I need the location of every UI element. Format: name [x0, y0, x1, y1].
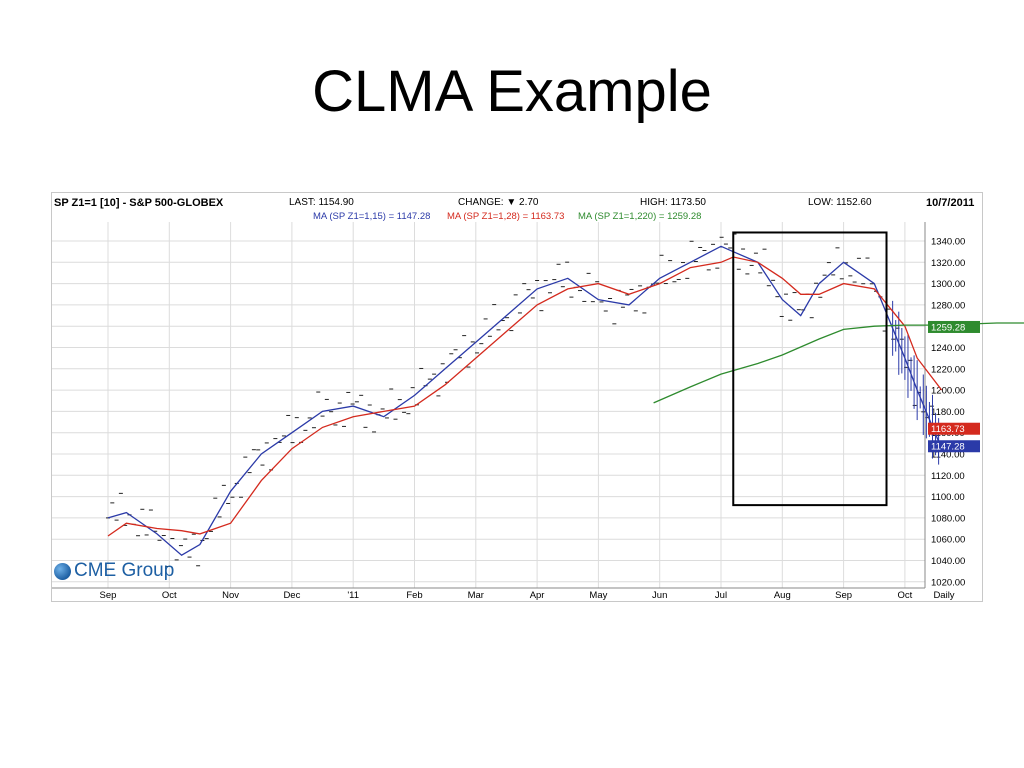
x-tick-label: Sep: [100, 590, 117, 601]
chart-symbol: SP Z1=1 [10] - S&P 500-GLOBEX: [54, 197, 224, 209]
price-tag-box: [928, 440, 980, 453]
series-ma28-line: [107, 256, 943, 537]
x-tick-label: Mar: [468, 590, 484, 601]
price-tag-label: 1259.28: [931, 322, 965, 333]
annotation-box: [732, 231, 888, 507]
price-tag-label: 1147.28: [931, 442, 965, 453]
x-tick-label: Oct: [898, 590, 913, 601]
chart-change: CHANGE: ▼ 2.70: [458, 197, 539, 208]
chart-high: HIGH: 1173.50: [640, 197, 706, 208]
y-tick-label: 1060.00: [931, 535, 965, 546]
x-tick-label: Daily: [933, 590, 954, 601]
price-tag-box: [928, 422, 980, 435]
cme-logo: CME Group: [54, 560, 174, 582]
series-ma220-line: [653, 322, 1024, 404]
y-tick-label: 1140.00: [931, 450, 965, 461]
y-tick-label: 1020.00: [931, 577, 965, 588]
series-ma15-line: [107, 245, 943, 556]
x-tick-label: Jul: [715, 590, 727, 601]
y-tick-label: 1220.00: [931, 364, 965, 375]
x-tick-label: Oct: [162, 590, 177, 601]
price-tag-box: [928, 320, 980, 333]
x-tick-label: Dec: [283, 590, 300, 601]
y-tick-label: 1080.00: [931, 513, 965, 524]
ma220-legend: MA (SP Z1=1,220) = 1259.28: [578, 211, 702, 222]
y-tick-label: 1280.00: [931, 300, 965, 311]
slide-title: CLMA Example: [312, 59, 712, 124]
y-tick-label: 1300.00: [931, 279, 965, 290]
ma28-legend: MA (SP Z1=1,28) = 1163.73: [447, 211, 565, 222]
y-tick-label: 1200.00: [931, 386, 965, 397]
x-tick-label: '11: [347, 590, 359, 601]
y-tick-label: 1180.00: [931, 407, 965, 418]
y-tick-label: 1240.00: [931, 343, 965, 354]
ma15-legend: MA (SP Z1=1,15) = 1147.28: [313, 211, 431, 222]
x-tick-label: Aug: [774, 590, 791, 601]
y-tick-label: 1320.00: [931, 258, 965, 269]
y-tick-label: 1100.00: [931, 492, 965, 503]
x-tick-label: Nov: [222, 590, 239, 601]
x-tick-label: Jun: [652, 590, 667, 601]
y-tick-label: 1040.00: [931, 556, 965, 567]
cme-logo-text: CME Group: [74, 560, 175, 581]
y-tick-label: 1120.00: [931, 471, 965, 482]
x-tick-label: Sep: [835, 590, 852, 601]
cme-globe-icon: [54, 562, 71, 580]
chart-date: 10/7/2011: [926, 197, 975, 209]
chart-last: LAST: 1154.90: [289, 197, 354, 208]
x-tick-label: Feb: [406, 590, 422, 601]
x-tick-label: May: [589, 590, 607, 601]
y-tick-label: 1340.00: [931, 237, 965, 248]
chart-low: LOW: 1152.60: [808, 197, 872, 208]
x-tick-label: Apr: [530, 590, 545, 601]
price-tag-label: 1163.73: [931, 424, 965, 435]
